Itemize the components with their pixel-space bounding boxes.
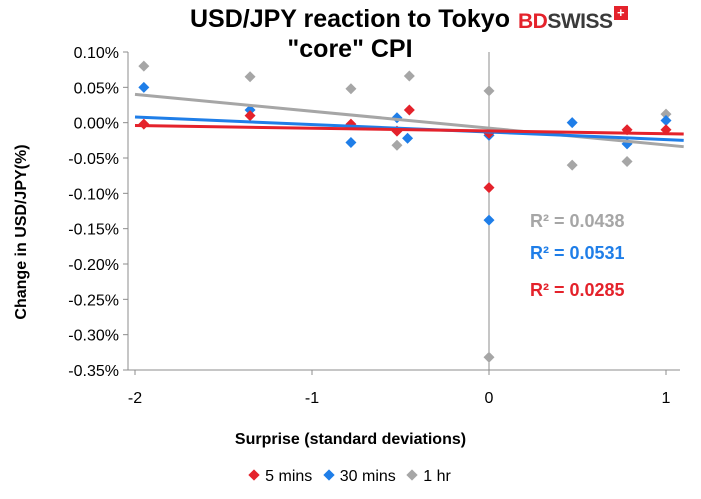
x-axis-label: Surprise (standard deviations) (234, 431, 467, 448)
logo-plus-icon: + (613, 6, 628, 20)
y-tick-label: -0.30% (68, 328, 119, 345)
y-tick-label: -0.25% (68, 292, 119, 309)
y-tick-label: 0.00% (74, 116, 119, 133)
point-1hr (345, 83, 357, 95)
r2-label-30mins: R² = 0.0531 (530, 243, 625, 263)
x-tick-label: 1 (662, 390, 671, 407)
point-1hr (403, 70, 415, 82)
point-30mins (244, 104, 256, 116)
point-1hr (244, 71, 256, 83)
y-tick-label: -0.20% (68, 257, 119, 274)
legend-marker-30mins (323, 469, 335, 481)
point-30mins (483, 214, 495, 226)
legend-label-5mins: 5 mins (265, 468, 313, 485)
point-1hr (483, 351, 495, 363)
point-30mins (566, 117, 578, 129)
point-1hr (621, 156, 633, 168)
legend-item-5mins: 5 mins (248, 468, 313, 486)
point-1hr (566, 159, 578, 171)
legend-item-1hr: 1 hr (406, 468, 451, 486)
point-1hr (138, 60, 150, 72)
y-axis-label: Change in USD/JPY(%) (13, 144, 30, 320)
x-tick-label: -1 (305, 390, 319, 407)
legend-label-30mins: 30 mins (339, 468, 396, 485)
point-5mins (403, 104, 415, 116)
point-30mins (138, 81, 150, 93)
legend-marker-5mins (248, 469, 260, 481)
r2-label-1hr: R² = 0.0438 (530, 211, 625, 231)
point-30mins (660, 115, 672, 127)
legend-item-30mins: 30 mins (323, 468, 396, 486)
y-tick-label: -0.35% (68, 363, 119, 380)
y-tick-label: -0.10% (68, 186, 119, 203)
y-tick-label: 0.05% (74, 80, 119, 97)
point-1hr (483, 85, 495, 97)
point-1hr (391, 139, 403, 151)
point-5mins (483, 182, 495, 194)
trendline-1hr (134, 92, 684, 149)
y-tick-label: -0.15% (68, 222, 119, 239)
point-30mins (402, 132, 414, 144)
point-30mins (345, 136, 357, 148)
r2-label-5mins: R² = 0.0285 (530, 280, 625, 300)
logo-bd: BD (518, 10, 548, 33)
x-tick-label: -2 (128, 390, 142, 407)
brand-logo: BDSWISS + (518, 6, 628, 34)
legend-marker-1hr (406, 469, 418, 481)
trendline-5mins (134, 123, 684, 136)
point-1hr (660, 108, 672, 120)
point-5mins (244, 110, 256, 122)
legend: 5 mins 30 mins 1 hr (0, 468, 701, 486)
y-tick-label: -0.05% (68, 151, 119, 168)
y-tick-label: 0.10% (74, 45, 119, 62)
logo-swiss: SWISS (547, 10, 613, 33)
legend-label-1hr: 1 hr (423, 468, 451, 485)
x-tick-label: 0 (485, 390, 494, 407)
chart-title: USD/JPY reaction to Tokyo "core" CPI (190, 5, 510, 63)
